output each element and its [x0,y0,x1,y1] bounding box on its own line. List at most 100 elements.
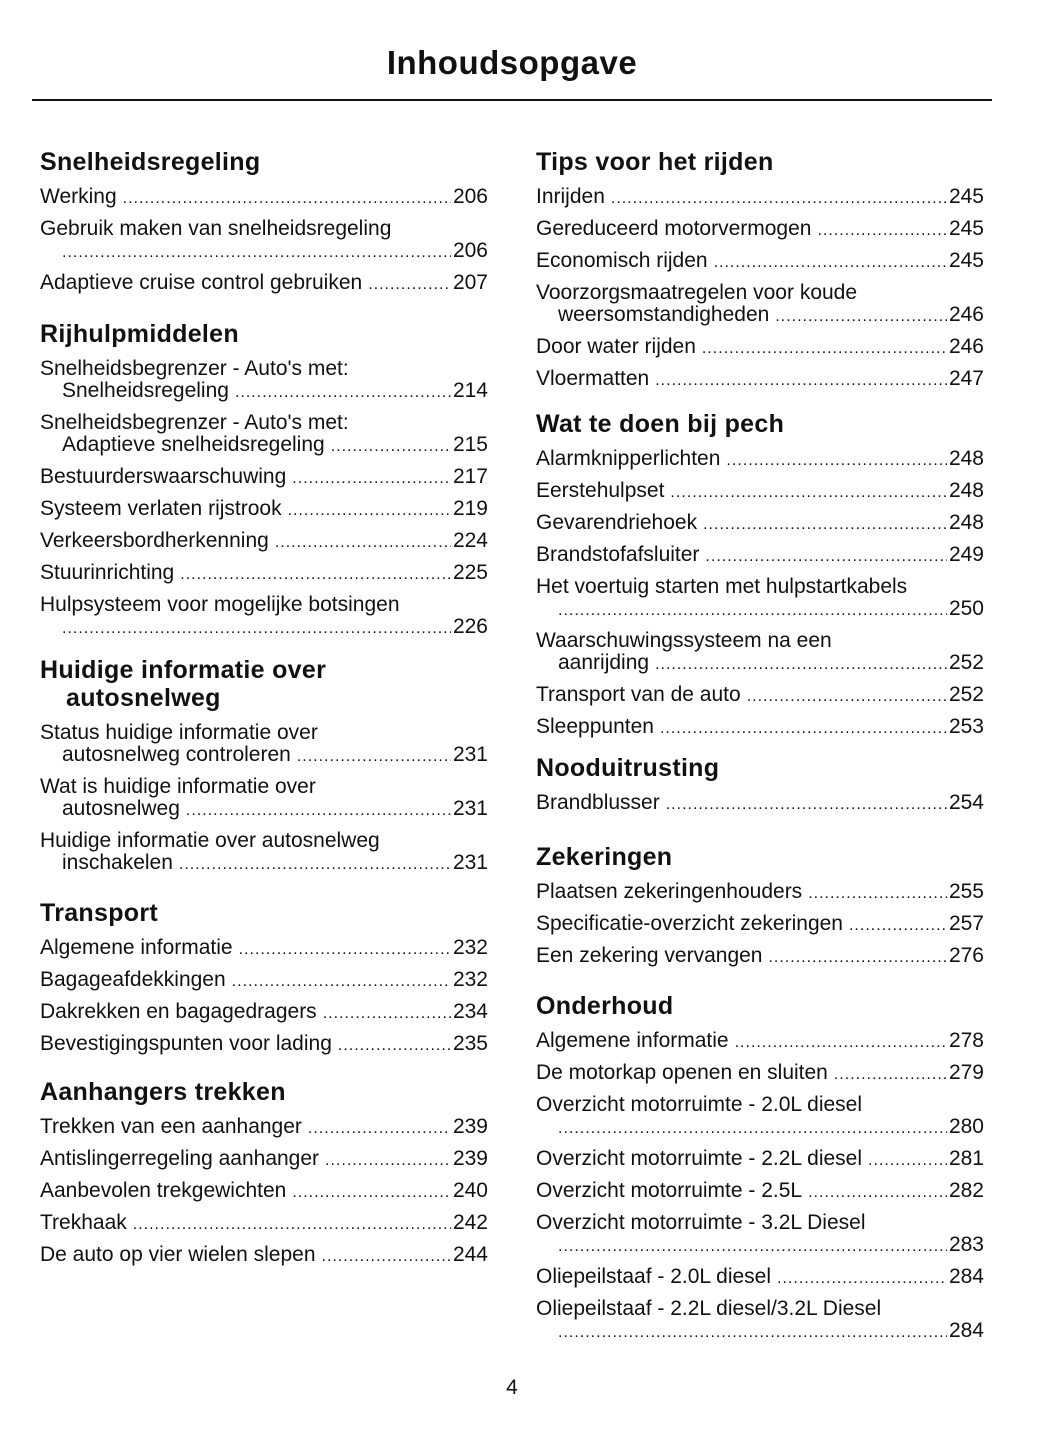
entry-line-continued: 283 [536,1234,984,1258]
entry-line: Werking 206 [40,186,488,210]
entry-page-number: 214 [452,379,488,402]
toc-entry[interactable]: Brandstofafsluiter 249 [536,540,984,572]
toc-entry[interactable]: Overzicht motorruimte - 3.2L Diesel 283 [536,1208,984,1262]
entry-page-number: 215 [452,433,488,456]
entry-title: Waarschuwingssysteem na een [536,629,832,652]
toc-entry[interactable]: Voorzorgsmaatregelen voor koude weersomst… [536,278,984,332]
section-heading: Onderhoud [536,992,984,1020]
section-heading-text: autosnelweg [66,684,221,712]
section-heading-text: Nooduitrusting [536,754,720,782]
toc-entry[interactable]: Antislingerregeling aanhanger 239 [40,1144,488,1176]
dot-leader [705,546,947,568]
dot-leader [133,1214,451,1236]
toc-entry[interactable]: Overzicht motorruimte - 2.5L 282 [536,1176,984,1208]
entry-page-number: 207 [452,271,488,294]
entry-line: Overzicht motorruimte - 2.5L 282 [536,1180,984,1204]
entry-line: Antislingerregeling aanhanger 239 [40,1148,488,1172]
dot-leader [297,746,451,768]
entry-title: Gevarendriehoek [536,511,698,534]
entry-line: Gevarendriehoek 248 [536,512,984,536]
toc-entry[interactable]: Bagageafdekkingen 232 [40,965,488,997]
entry-title: Economisch rijden [536,249,708,272]
entry-line: Overzicht motorruimte - 3.2L Diesel [536,1212,984,1234]
entry-title: Verkeersbordherkenning [40,529,269,552]
toc-entry[interactable]: Wat is huidige informatie over autosnelwe… [40,772,488,826]
toc-entry[interactable]: De motorkap openen en sluiten 279 [536,1058,984,1090]
entry-title: Overzicht motorruimte - 2.2L diesel [536,1147,863,1170]
toc-entry[interactable]: Overzicht motorruimte - 2.0L diesel 280 [536,1090,984,1144]
toc-entry[interactable]: Specificatie-overzicht zekeringen 257 [536,909,984,941]
entry-line: Gebruik maken van snelheidsregeling [40,218,488,240]
entry-line: Adaptieve cruise control gebruiken 207 [40,272,488,296]
toc-entry[interactable]: Brandblusser 254 [536,788,984,820]
toc-entry[interactable]: Alarmknipperlichten 248 [536,444,984,476]
entry-title: Transport van de auto [536,683,741,706]
entry-title-continued: autosnelweg [62,797,180,820]
toc-entry[interactable]: Algemene informatie 232 [40,933,488,965]
toc-entry[interactable]: Dakrekken en bagagedragers 234 [40,997,488,1029]
toc-entry[interactable]: Verkeersbordherkenning 224 [40,526,488,558]
toc-section: Zekeringen Plaatsen zekeringenhouders 255 S… [536,843,984,973]
dot-leader [292,468,451,490]
entry-line: Systeem verlaten rijstrook 219 [40,498,488,522]
toc-entry[interactable]: Adaptieve cruise control gebruiken 207 [40,268,488,300]
toc-entry[interactable]: Gereduceerd motorvermogen 245 [536,214,984,246]
entry-page-number: 231 [452,851,488,874]
toc-entry[interactable]: Stuurinrichting 225 [40,558,488,590]
entry-line: Snelheidsbegrenzer - Auto's met: [40,412,488,434]
entry-title: De auto op vier wielen slepen [40,1243,316,1266]
entry-line: Wat is huidige informatie over [40,776,488,798]
section-heading: Tips voor het rijden [536,148,984,176]
entry-title: Systeem verlaten rijstrook [40,497,282,520]
section-heading: Rijhulpmiddelen [40,320,488,348]
section-heading: Zekeringen [536,843,984,871]
toc-entry[interactable]: Trekken van een aanhanger 239 [40,1112,488,1144]
entry-line: Hulpsysteem voor mogelijke botsingen [40,594,488,616]
entry-title: Aanbevolen trekgewichten [40,1179,287,1202]
toc-section: Tips voor het rijden Inrijden245Gereducee… [536,148,984,396]
toc-entry[interactable]: Systeem verlaten rijstrook 219 [40,494,488,526]
toc-entry[interactable]: Sleeppunten 253 [536,712,984,744]
toc-entry[interactable]: Eerstehulpset 248 [536,476,984,508]
entry-page-number: 217 [452,465,488,488]
toc-entry[interactable]: Bevestigingspunten voor lading 235 [40,1029,488,1061]
dot-leader [775,306,947,328]
entry-title: Overzicht motorruimte - 3.2L Diesel [536,1211,866,1234]
toc-entry[interactable]: Snelheidsbegrenzer - Auto's met: Snelheid… [40,354,488,408]
toc-entry[interactable]: Door water rijden 246 [536,332,984,364]
entry-page-number: 245 [948,217,984,240]
toc-entry[interactable]: Inrijden 245 [536,182,984,214]
toc-entry[interactable]: Bestuurderswaarschuwing 217 [40,462,488,494]
toc-entry[interactable]: Een zekering vervangen 276 [536,941,984,973]
entry-page-number: 284 [948,1319,984,1342]
section-heading-text: Aanhangers trekken [40,1078,286,1106]
toc-entry[interactable]: Hulpsysteem voor mogelijke botsingen 226 [40,590,488,644]
toc-entry[interactable]: Gevarendriehoek 248 [536,508,984,540]
toc-entry[interactable]: Gebruik maken van snelheidsregeling 206 [40,214,488,268]
toc-entry[interactable]: Algemene informatie 278 [536,1026,984,1058]
toc-entry[interactable]: Vloermatten 247 [536,364,984,396]
entry-line: Specificatie-overzicht zekeringen 257 [536,913,984,937]
dot-leader [239,939,451,961]
toc-entry[interactable]: Transport van de auto 252 [536,680,984,712]
toc-entry[interactable]: Huidige informatie over autosnelweg insch… [40,826,488,880]
toc-entry[interactable]: Trekhaak 242 [40,1208,488,1240]
toc-entry[interactable]: Aanbevolen trekgewichten 240 [40,1176,488,1208]
toc-entry[interactable]: Overzicht motorruimte - 2.2L diesel 281 [536,1144,984,1176]
entry-page-number: 282 [948,1179,984,1202]
entry-title-continued: inschakelen [62,851,173,874]
toc-entry[interactable]: Oliepeilstaaf - 2.0L diesel 284 [536,1262,984,1294]
entry-title: Algemene informatie [40,936,233,959]
toc-entry[interactable]: Werking 206 [40,182,488,214]
toc-entry[interactable]: Het voertuig starten met hulpstartkabels… [536,572,984,626]
toc-entry[interactable]: Oliepeilstaaf - 2.2L diesel/3.2L Diesel 2… [536,1294,984,1348]
entry-page-number: 248 [948,511,984,534]
toc-entry[interactable]: Economisch rijden 245 [536,246,984,278]
toc-entry[interactable]: Plaatsen zekeringenhouders 255 [536,877,984,909]
entry-page-number: 219 [452,497,488,520]
toc-entry[interactable]: Status huidige informatie over autosnelwe… [40,718,488,772]
toc-entry[interactable]: De auto op vier wielen slepen 244 [40,1240,488,1272]
entry-title: Het voertuig starten met hulpstartkabels [536,575,908,598]
toc-entry[interactable]: Snelheidsbegrenzer - Auto's met: Adaptiev… [40,408,488,462]
